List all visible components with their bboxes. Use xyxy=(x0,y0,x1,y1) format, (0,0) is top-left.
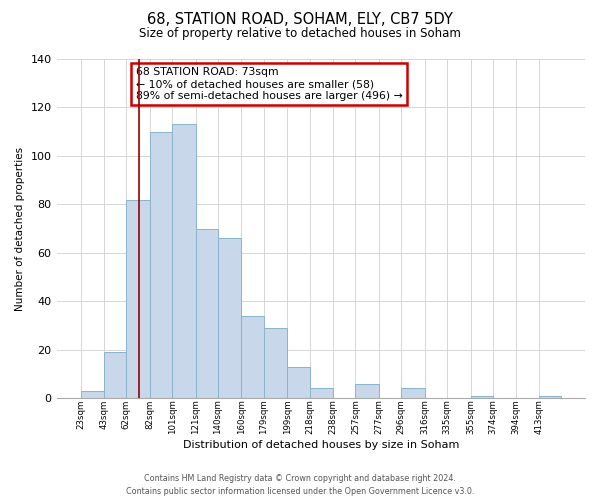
Text: 68, STATION ROAD, SOHAM, ELY, CB7 5DY: 68, STATION ROAD, SOHAM, ELY, CB7 5DY xyxy=(147,12,453,28)
Text: 68 STATION ROAD: 73sqm
← 10% of detached houses are smaller (58)
89% of semi-det: 68 STATION ROAD: 73sqm ← 10% of detached… xyxy=(136,68,403,100)
Text: Contains HM Land Registry data © Crown copyright and database right 2024.
Contai: Contains HM Land Registry data © Crown c… xyxy=(126,474,474,496)
Bar xyxy=(287,366,310,398)
Bar xyxy=(104,352,127,398)
Bar xyxy=(355,384,379,398)
Text: Size of property relative to detached houses in Soham: Size of property relative to detached ho… xyxy=(139,28,461,40)
X-axis label: Distribution of detached houses by size in Soham: Distribution of detached houses by size … xyxy=(182,440,459,450)
Bar xyxy=(127,200,150,398)
Bar xyxy=(539,396,561,398)
Y-axis label: Number of detached properties: Number of detached properties xyxy=(15,146,25,310)
Bar xyxy=(196,228,218,398)
Bar xyxy=(80,391,104,398)
Bar xyxy=(310,388,333,398)
Bar xyxy=(150,132,172,398)
Bar xyxy=(401,388,425,398)
Bar xyxy=(172,124,196,398)
Bar xyxy=(241,316,264,398)
Bar xyxy=(218,238,241,398)
Bar xyxy=(470,396,493,398)
Bar xyxy=(264,328,287,398)
